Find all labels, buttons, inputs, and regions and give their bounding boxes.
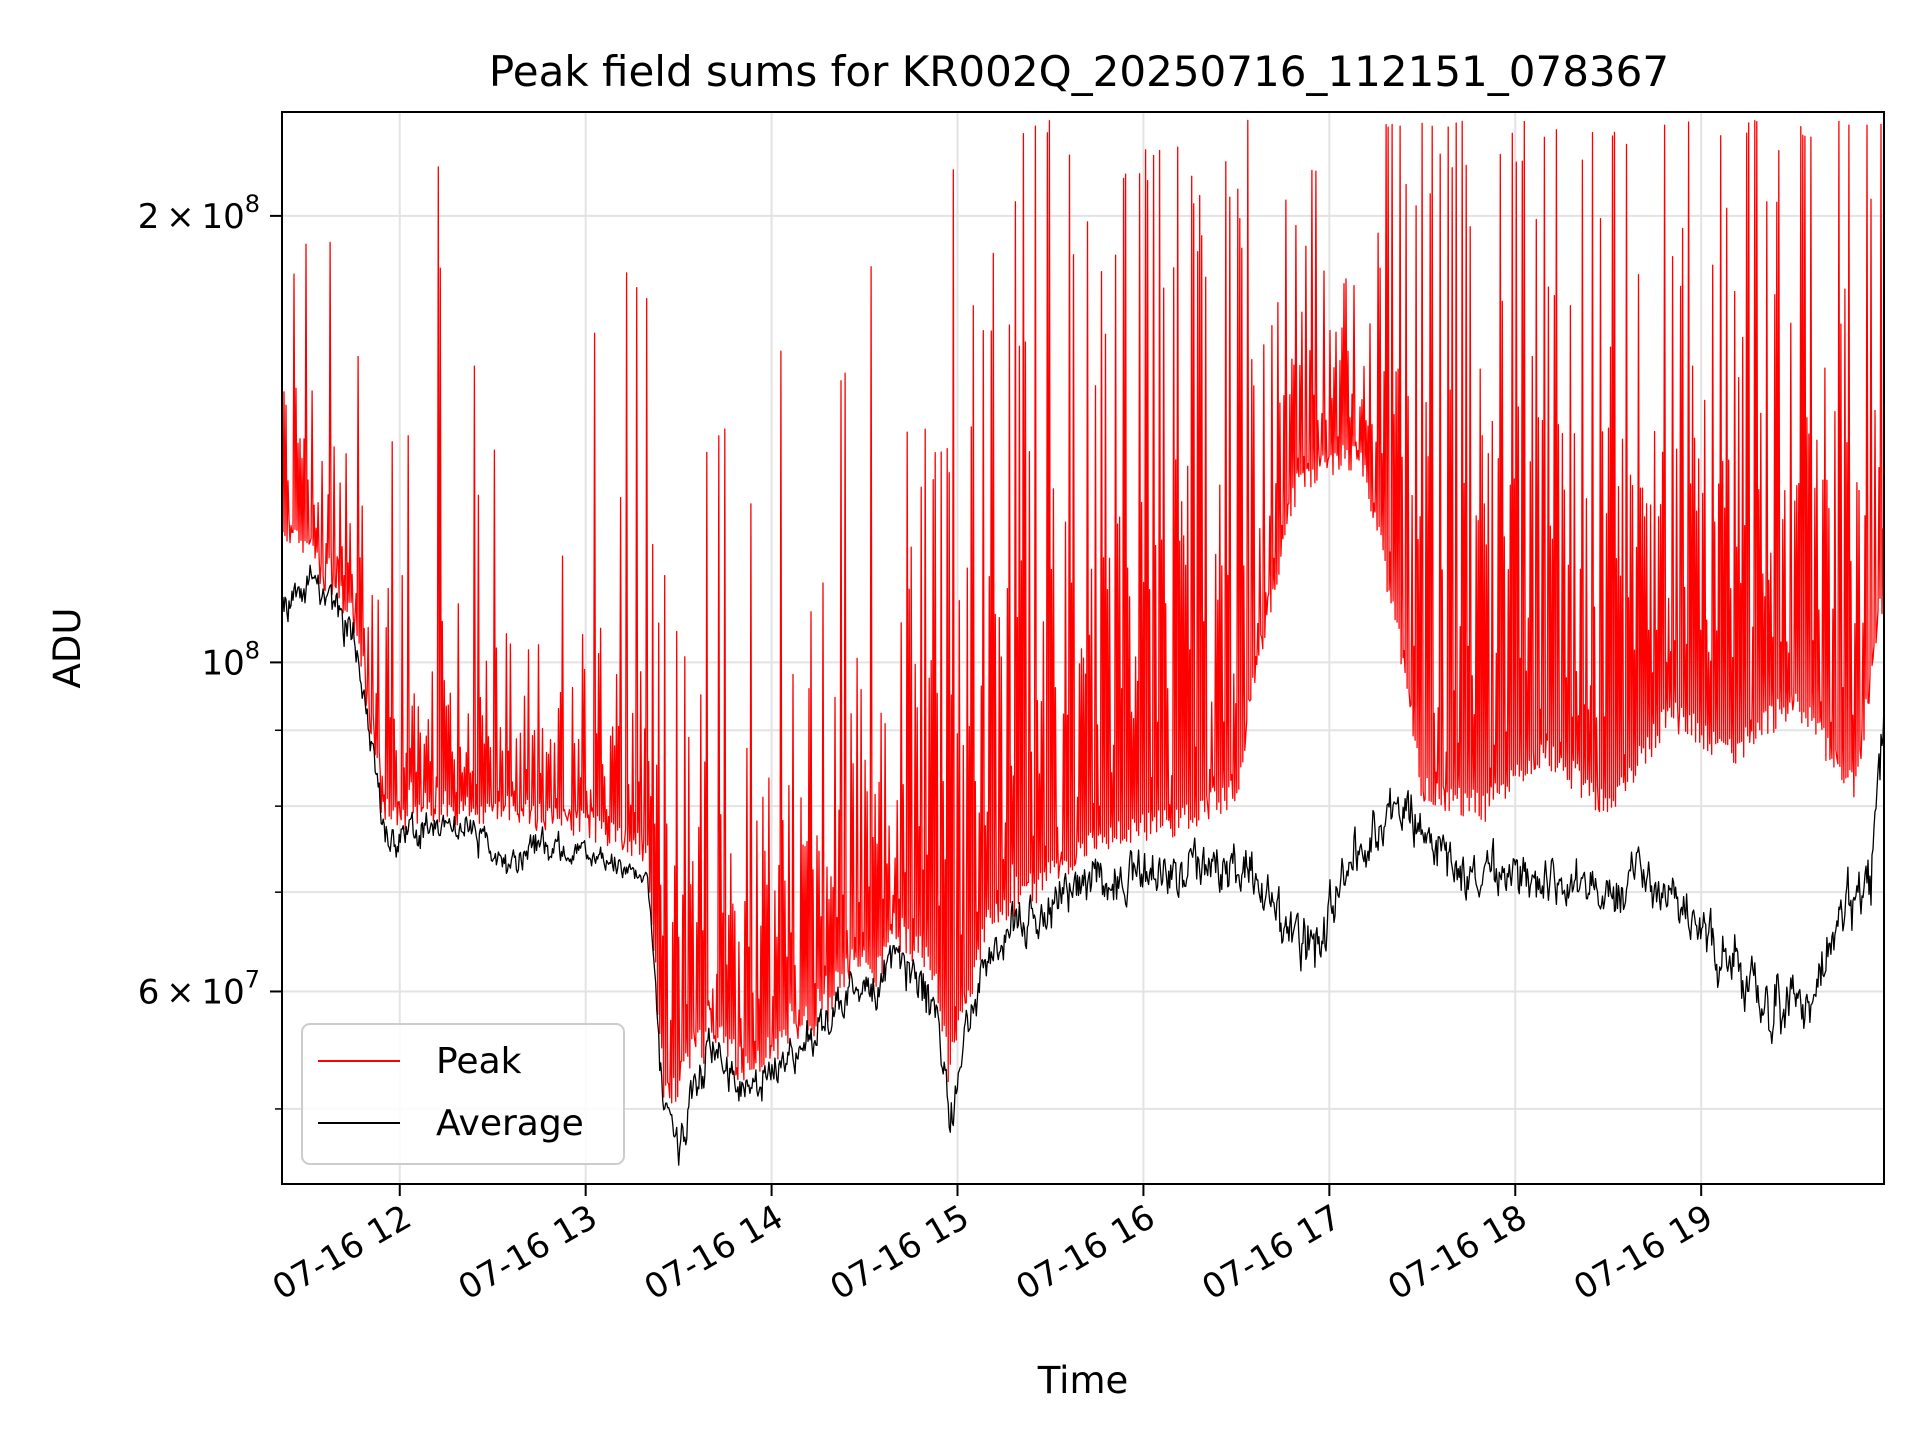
x-axis-label: Time [1037, 1359, 1129, 1402]
legend-average-label: Average [436, 1103, 584, 1144]
series-average-line [282, 564, 1884, 1166]
series-average-group [282, 564, 1884, 1166]
y-tick-label: 6 × 107 [138, 965, 260, 1012]
y-tick-label: 108 [201, 636, 260, 683]
legend-peak-label: Peak [436, 1041, 522, 1082]
y-axis: 2 × 108 108 6 × 107 [138, 190, 282, 1110]
legend: Peak Average [301, 1023, 625, 1165]
legend-box [301, 1023, 625, 1165]
series-peak-line [282, 119, 1884, 1104]
series-peak-group [282, 119, 1884, 1104]
plot-area [282, 119, 1884, 1166]
chart-title: Peak field sums for KR002Q_20250716_1121… [489, 47, 1669, 96]
y-axis-label: ADU [46, 608, 89, 689]
plot-frame [281, 111, 1885, 1185]
y-tick-label: 2 × 108 [138, 190, 260, 237]
